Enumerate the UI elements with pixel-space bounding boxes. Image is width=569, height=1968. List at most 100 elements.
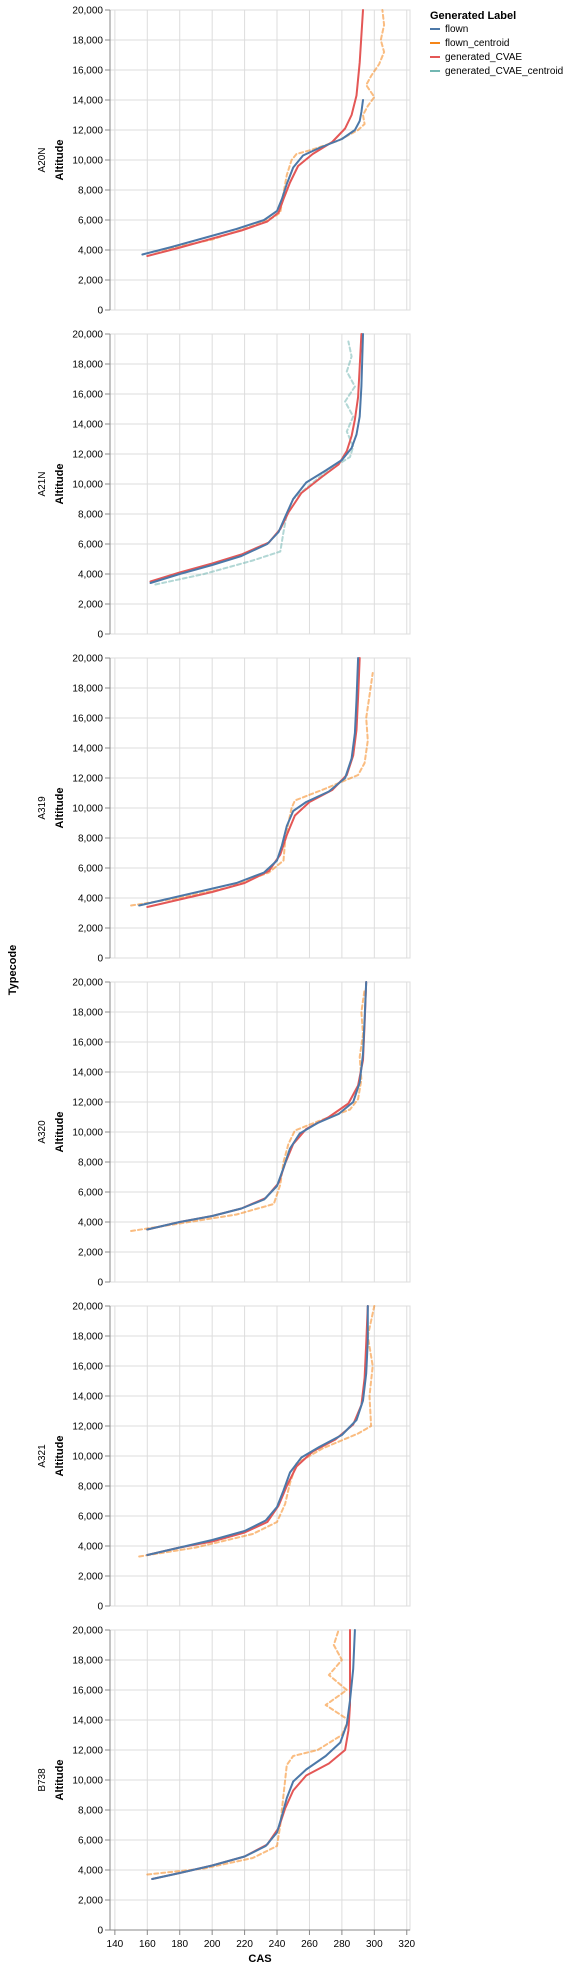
x-tick-label: 160 bbox=[139, 1939, 156, 1950]
x-tick-label: 280 bbox=[334, 1939, 351, 1950]
facet-label: A320 bbox=[37, 1120, 48, 1144]
legend-label: flown bbox=[445, 24, 468, 35]
facet-panel: 0 2,000 4,000 6,000 8,000 10,000 12,000 14,000 1… bbox=[37, 1302, 411, 1613]
series-line-generated-CVAE bbox=[149, 333, 363, 583]
y-tick-label: 14,000 bbox=[72, 420, 103, 431]
legend-label: generated_CVAE bbox=[445, 52, 522, 63]
y-tick-label: 18,000 bbox=[72, 360, 103, 371]
y-tick-label: 14,000 bbox=[72, 1068, 103, 1079]
y-tick-label: 20,000 bbox=[72, 978, 103, 989]
y-tick-label: 6,000 bbox=[78, 1512, 103, 1523]
series-line-generated-CVAE bbox=[146, 9, 364, 257]
x-tick-label: 320 bbox=[398, 1939, 415, 1950]
y-tick-label: 16,000 bbox=[72, 1362, 103, 1373]
y-tick-label: 20,000 bbox=[72, 1626, 103, 1637]
y-tick-label: 20,000 bbox=[72, 6, 103, 17]
y-tick-label: 4,000 bbox=[78, 1218, 103, 1229]
y-tick-label: 10,000 bbox=[72, 156, 103, 167]
y-tick-label: 0 bbox=[97, 1278, 103, 1289]
y-tick-label: 10,000 bbox=[72, 480, 103, 491]
x-tick-label: 140 bbox=[107, 1939, 124, 1950]
y-tick-label: 12,000 bbox=[72, 1746, 103, 1757]
series-line-flown-centroid bbox=[130, 988, 366, 1232]
y-tick-label: 4,000 bbox=[78, 570, 103, 581]
x-tick-label: 240 bbox=[269, 1939, 286, 1950]
y-tick-label: 0 bbox=[97, 630, 103, 641]
series-line-flown-centroid bbox=[130, 672, 374, 907]
series-line-flown bbox=[151, 1629, 356, 1880]
series-line-flown-centroid bbox=[146, 1629, 350, 1876]
facet-row-title: Typecode bbox=[7, 945, 19, 996]
series-line-flown bbox=[146, 981, 368, 1231]
y-tick-label: 6,000 bbox=[78, 216, 103, 227]
y-tick-label: 2,000 bbox=[78, 1248, 103, 1259]
y-tick-label: 8,000 bbox=[78, 834, 103, 845]
y-tick-label: 4,000 bbox=[78, 1866, 103, 1877]
facet-panel: 0 2,000 4,000 6,000 8,000 10,000 12,000 14,000 1… bbox=[37, 1626, 411, 1937]
y-tick-label: 18,000 bbox=[72, 1656, 103, 1667]
y-tick-label: 20,000 bbox=[72, 330, 103, 341]
series-line-generated-CVAE bbox=[151, 1629, 351, 1880]
y-tick-label: 0 bbox=[97, 306, 103, 317]
facet-panel: 0 2,000 4,000 6,000 8,000 10,000 12,000 14,000 1… bbox=[37, 654, 411, 965]
y-tick-label: 16,000 bbox=[72, 390, 103, 401]
y-tick-label: 12,000 bbox=[72, 1422, 103, 1433]
facets-layer: 0 2,000 4,000 6,000 8,000 10,000 12,000 14,000 1… bbox=[37, 6, 411, 1937]
y-tick-label: 12,000 bbox=[72, 450, 103, 461]
facet-panel: 0 2,000 4,000 6,000 8,000 10,000 12,000 14,000 1… bbox=[37, 330, 411, 641]
series-line-flown bbox=[138, 657, 360, 907]
legend: Generated Label flown flown_centroidgenera… bbox=[430, 10, 563, 77]
y-tick-label: 10,000 bbox=[72, 804, 103, 815]
x-axis-title: CAS bbox=[248, 1953, 271, 1965]
legend-label: generated_CVAE_centroid bbox=[445, 66, 563, 77]
y-tick-label: 16,000 bbox=[72, 714, 103, 725]
y-axis-title: Altitude bbox=[54, 1112, 66, 1153]
x-tick-label: 220 bbox=[236, 1939, 253, 1950]
x-tick-label: 200 bbox=[204, 1939, 221, 1950]
series-line-flown bbox=[149, 333, 364, 584]
y-tick-label: 8,000 bbox=[78, 1482, 103, 1493]
y-tick-label: 14,000 bbox=[72, 1392, 103, 1403]
series-line-generated-CVAE bbox=[146, 657, 361, 908]
facet-label: B738 bbox=[37, 1768, 48, 1792]
facet-label: A20N bbox=[37, 147, 48, 172]
series-line-flown bbox=[146, 1305, 369, 1556]
y-tick-label: 2,000 bbox=[78, 1896, 103, 1907]
series-line-generated-CVAE-centroid bbox=[154, 340, 356, 586]
facet-label: A319 bbox=[37, 796, 48, 820]
y-tick-label: 10,000 bbox=[72, 1128, 103, 1139]
y-tick-label: 8,000 bbox=[78, 510, 103, 521]
facet-panel: 0 2,000 4,000 6,000 8,000 10,000 12,000 14,000 1… bbox=[37, 978, 411, 1289]
y-tick-label: 8,000 bbox=[78, 1806, 103, 1817]
y-tick-label: 2,000 bbox=[78, 276, 103, 287]
y-tick-label: 18,000 bbox=[72, 36, 103, 47]
y-tick-label: 6,000 bbox=[78, 1836, 103, 1847]
y-axis-title: Altitude bbox=[54, 140, 66, 181]
y-tick-label: 16,000 bbox=[72, 1686, 103, 1697]
y-tick-label: 6,000 bbox=[78, 540, 103, 551]
series-line-flown bbox=[141, 99, 364, 256]
y-tick-label: 14,000 bbox=[72, 1716, 103, 1727]
y-tick-label: 10,000 bbox=[72, 1452, 103, 1463]
y-tick-label: 12,000 bbox=[72, 774, 103, 785]
y-tick-label: 6,000 bbox=[78, 1188, 103, 1199]
legend-title: Generated Label bbox=[430, 10, 516, 22]
y-axis-title: Altitude bbox=[54, 1760, 66, 1801]
x-tick-label: 300 bbox=[366, 1939, 383, 1950]
y-tick-label: 2,000 bbox=[78, 600, 103, 611]
legend-label: flown_centroid bbox=[445, 38, 509, 49]
facet-label: A21N bbox=[37, 471, 48, 496]
y-tick-label: 2,000 bbox=[78, 924, 103, 935]
y-tick-label: 10,000 bbox=[72, 1776, 103, 1787]
y-tick-label: 18,000 bbox=[72, 684, 103, 695]
y-tick-label: 6,000 bbox=[78, 864, 103, 875]
y-tick-label: 18,000 bbox=[72, 1008, 103, 1019]
y-tick-label: 12,000 bbox=[72, 1098, 103, 1109]
y-tick-label: 16,000 bbox=[72, 1038, 103, 1049]
y-tick-label: 8,000 bbox=[78, 1158, 103, 1169]
y-tick-label: 0 bbox=[97, 1926, 103, 1937]
y-tick-label: 4,000 bbox=[78, 246, 103, 257]
y-tick-label: 14,000 bbox=[72, 744, 103, 755]
y-tick-label: 16,000 bbox=[72, 66, 103, 77]
